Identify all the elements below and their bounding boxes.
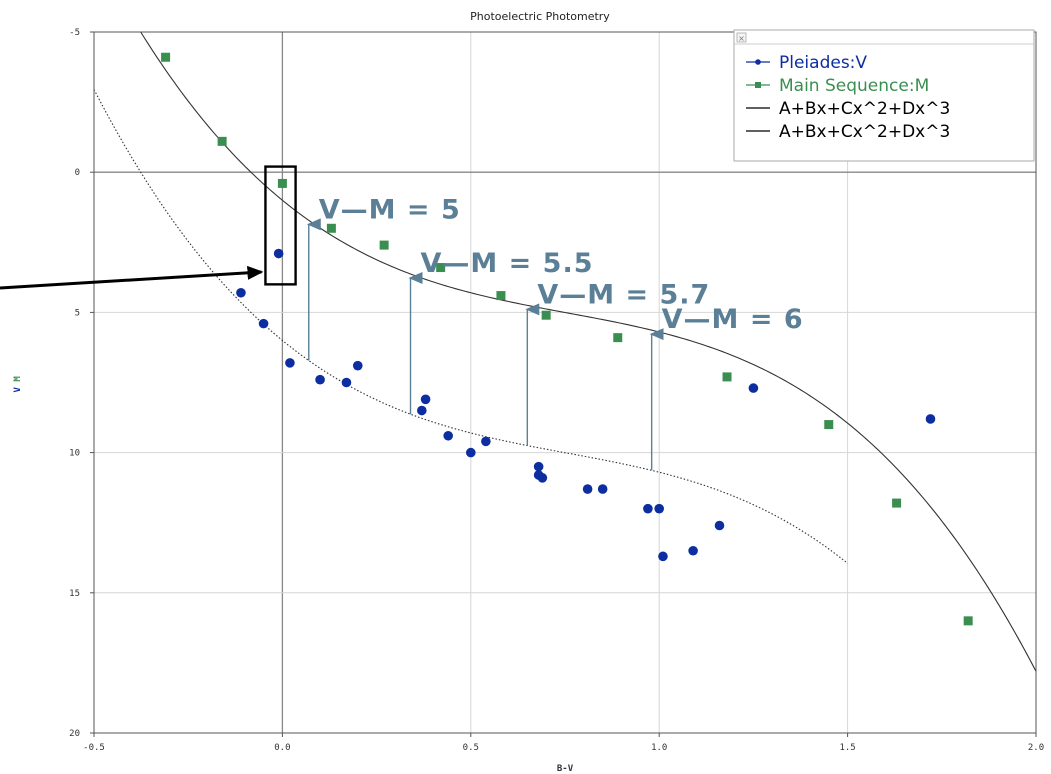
main-sequence-point-6 — [496, 291, 506, 301]
legend-marker-0 — [755, 59, 761, 65]
x-tick-label-5: 2.0 — [1028, 743, 1044, 753]
pleiades-point-20 — [688, 545, 698, 556]
annotation-label-2: V—M = 5.7 — [537, 279, 710, 310]
y-tick-label-3: 10 — [69, 449, 80, 459]
legend-label-1: Main Sequence:M — [779, 76, 929, 96]
fit-curve-dotted — [94, 89, 848, 564]
y-axis-label-v: V — [13, 382, 23, 393]
pleiades-point-19 — [658, 551, 668, 562]
pleiades-point-21 — [714, 520, 725, 531]
pleiades-point-12 — [533, 461, 544, 472]
pointer — [0, 165, 297, 290]
legend-close-box — [736, 32, 747, 43]
legend: × Pleiades:V Main Sequence:M A+Bx+Cx^2+Dx^3… — [733, 29, 1035, 162]
main-sequence-point-11 — [892, 498, 902, 508]
main-sequence-point-5 — [436, 263, 446, 273]
main-sequence-point-10 — [824, 420, 834, 430]
pleiades-point-10 — [466, 447, 476, 458]
main-sequence-point-12 — [963, 616, 973, 626]
highlight-box — [264, 165, 297, 286]
y-axis-label: V M — [13, 376, 23, 393]
main-sequence-point-1 — [217, 136, 227, 146]
x-tick-label-2: 0.5 — [463, 743, 479, 753]
annotation-label-1: V—M = 5.5 — [421, 248, 594, 279]
legend-label-2: A+Bx+Cx^2+Dx^3 — [779, 99, 950, 119]
pleiades-point-8 — [420, 394, 431, 405]
pleiades-point-3 — [285, 358, 295, 368]
pleiades-point-22 — [748, 383, 759, 393]
axes: -0.5 0.0 0.5 1.0 1.5 2.0 -5 0 5 10 15 20 B-V V M — [13, 28, 1044, 774]
pleiades-point-1 — [236, 287, 246, 298]
plot-border — [93, 31, 1037, 734]
main-sequence-point-0 — [161, 52, 171, 62]
pleiades-point-0 — [273, 248, 284, 259]
pleiades-point-16 — [597, 484, 608, 494]
main-sequence-point-2 — [277, 178, 287, 188]
annotation-label-3: V—M = 6 — [662, 304, 804, 335]
main-sequence-point-8 — [613, 333, 623, 343]
x-tick-label-4: 1.5 — [839, 743, 855, 753]
legend-label-0: Pleiades:V — [779, 53, 867, 73]
pleiades-point-5 — [341, 377, 352, 388]
x-axis-label: B-V — [557, 764, 574, 774]
legend-label-3: A+Bx+Cx^2+Dx^3 — [779, 122, 950, 142]
data-points — [161, 52, 973, 626]
pleiades-point-17 — [643, 503, 653, 514]
pleiades-point-23 — [925, 414, 936, 424]
legend-box — [733, 29, 1035, 162]
x-tick-label-1: 0.0 — [274, 743, 290, 753]
pleiades-point-4 — [315, 374, 325, 385]
legend-marker-1 — [755, 82, 761, 88]
main-sequence-point-7 — [541, 310, 551, 320]
pleiades-point-7 — [417, 405, 427, 416]
y-tick-label-1: 0 — [75, 168, 80, 178]
x-tick-label-3: 1.0 — [651, 743, 667, 753]
pleiades-point-9 — [443, 430, 453, 441]
x-tick-label-0: -0.5 — [83, 743, 105, 753]
legend-close-icon: × — [738, 34, 745, 43]
fit-curves — [94, 32, 1036, 672]
y-axis-label-m: M — [13, 376, 23, 382]
main-sequence-point-3 — [326, 223, 336, 233]
y-tick-label-2: 5 — [75, 308, 80, 318]
main-sequence-point-9 — [722, 372, 732, 382]
main-sequence-point-4 — [379, 240, 389, 250]
y-axis-label-text: V M — [13, 376, 23, 393]
pleiades-point-11 — [481, 436, 491, 447]
y-tick-label-4: 15 — [69, 589, 80, 599]
annotation-label-0: V—M = 5 — [319, 194, 461, 225]
pointer-arrow — [0, 265, 264, 290]
y-tick-label-0: -5 — [69, 28, 80, 38]
pleiades-point-15 — [582, 484, 593, 494]
fit-curve-solid — [140, 32, 1036, 672]
annotations: V—M = 5 V—M = 5.5V—M = 5.7V—M = 6 — [306, 194, 804, 471]
chart-title: Photoelectric Photometry — [470, 10, 610, 23]
pleiades-point-14 — [537, 473, 548, 483]
y-tick-label-5: 20 — [69, 729, 80, 739]
pleiades-point-2 — [258, 318, 269, 329]
pleiades-point-6 — [352, 360, 363, 371]
pleiades-point-18 — [654, 503, 664, 514]
